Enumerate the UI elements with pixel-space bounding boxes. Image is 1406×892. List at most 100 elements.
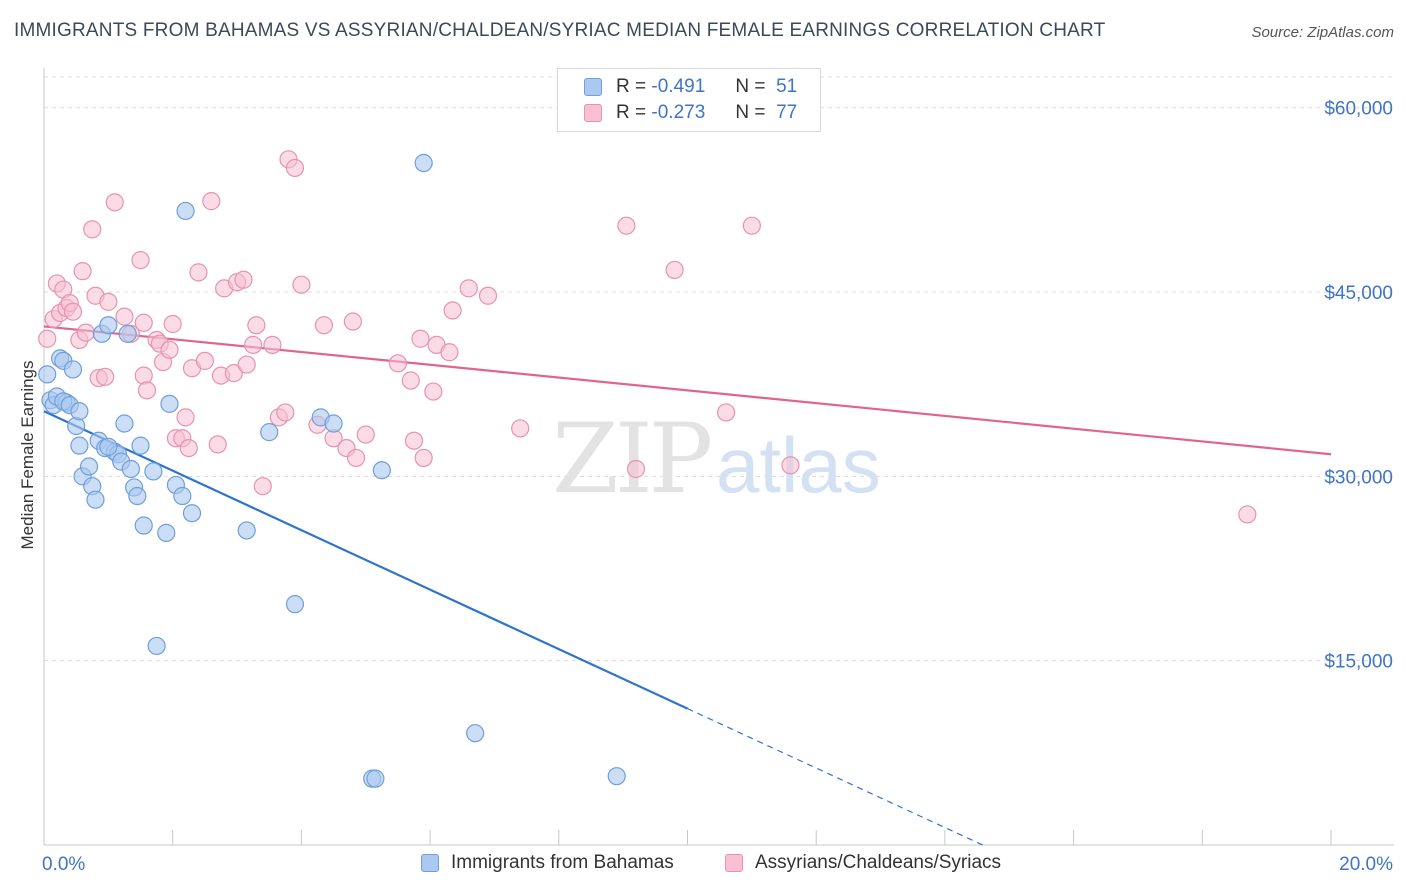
legend-r-label: R = (616, 76, 647, 97)
data-point-pink (424, 382, 443, 401)
data-point-pink (73, 262, 92, 281)
data-point-pink (208, 435, 227, 454)
data-point-pink (202, 192, 221, 211)
data-point-pink (263, 335, 282, 354)
data-point-blue (182, 504, 202, 523)
data-point-blue (324, 414, 343, 433)
bottom-legend-blue: Immigrants from Bahamas (421, 852, 674, 874)
data-point-blue (147, 636, 166, 656)
data-point-blue (366, 769, 385, 788)
data-point-pink (388, 354, 408, 373)
bottom-legend-pink: Assyrians/Chaldeans/Syriacs (725, 852, 1001, 874)
data-point-pink (224, 364, 243, 383)
data-point-blue (79, 457, 99, 476)
data-point-blue (134, 516, 153, 535)
data-point-blue (118, 324, 137, 343)
data-point-pink (253, 477, 272, 496)
data-point-pink (134, 366, 153, 385)
legend-row-pink: R = -0.273 N = 77 (584, 101, 797, 125)
data-point-blue (372, 461, 391, 480)
legend-r-value: -0.491 (651, 76, 706, 97)
legend-swatch-blue (584, 78, 602, 96)
y-axis-label: Median Female Earnings (18, 361, 37, 550)
data-point-pink (76, 323, 95, 342)
data-point-pink (617, 216, 636, 235)
trend-line-blue-extension (687, 708, 984, 846)
data-point-blue (70, 436, 89, 455)
data-point-pink (137, 381, 157, 400)
data-point-pink (179, 438, 198, 458)
y-tick-label: $45,000 (1324, 283, 1393, 304)
data-point-pink (195, 351, 214, 370)
data-point-pink (131, 250, 150, 270)
data-point-blue (67, 416, 86, 436)
watermark-zip: ZIP (552, 403, 711, 515)
data-point-pink (459, 279, 478, 298)
data-point-pink (404, 431, 424, 450)
x-tick-label: 20.0% (1339, 854, 1393, 875)
data-point-blue (38, 365, 57, 384)
data-point-pink (511, 419, 530, 438)
data-point-pink (115, 307, 134, 326)
data-point-pink (247, 316, 266, 335)
data-point-blue (131, 436, 150, 455)
data-point-pink (285, 158, 305, 178)
data-point-pink (314, 316, 334, 335)
y-tick-label: $15,000 (1324, 652, 1393, 673)
data-point-pink (343, 312, 362, 331)
data-point-pink (83, 220, 102, 239)
y-tick-label: $60,000 (1324, 99, 1393, 120)
data-point-pink (440, 343, 459, 362)
data-point-blue (237, 521, 256, 540)
trend-line-blue (43, 410, 688, 710)
legend-n-label: N = (735, 76, 766, 97)
data-point-pink (189, 263, 208, 282)
data-point-blue (115, 414, 134, 433)
legend-swatch-pink (584, 104, 602, 122)
data-point-pink (781, 456, 800, 475)
stats-legend: R = -0.491 N = 51 R = -0.273 N = 77 (557, 68, 821, 132)
y-tick-label: $30,000 (1324, 467, 1393, 488)
watermark: ZIP atlas (552, 403, 881, 515)
y-tick-labels: $15,000 $30,000 $45,000 $60,000 (1324, 99, 1393, 673)
data-point-pink (443, 301, 462, 320)
data-point-blue (414, 153, 433, 173)
data-point-blue (176, 201, 195, 221)
data-point-pink (38, 329, 57, 348)
data-point-blue (63, 360, 83, 379)
data-point-pink (401, 371, 420, 390)
data-point-blue (285, 595, 305, 614)
data-point-blue (466, 724, 485, 743)
data-point-pink (163, 314, 182, 334)
data-point-blue (160, 394, 179, 413)
data-point-pink (478, 286, 498, 305)
data-point-blue (99, 437, 118, 456)
axes (43, 68, 1394, 846)
legend-r-value: -0.273 (651, 102, 706, 123)
data-point-pink (665, 260, 684, 280)
data-point-pink (356, 425, 375, 444)
data-point-pink (160, 340, 179, 359)
data-point-pink (105, 193, 124, 212)
data-point-blue (86, 490, 105, 509)
x-tick-label: 0.0% (42, 854, 85, 875)
data-point-pink (292, 275, 311, 294)
series-pink-points (38, 150, 1257, 524)
data-point-pink (244, 335, 263, 354)
data-point-pink (99, 292, 118, 311)
data-point-blue (260, 423, 279, 442)
data-point-blue (157, 523, 176, 542)
data-point-blue (144, 462, 163, 481)
data-point-blue (121, 459, 140, 479)
data-point-pink (411, 329, 430, 348)
data-point-pink (742, 216, 761, 235)
data-point-blue (128, 486, 147, 506)
data-point-pink (63, 302, 83, 321)
legend-r-label: R = (616, 102, 647, 123)
legend-n-label: N = (735, 102, 766, 123)
data-point-pink (237, 355, 256, 374)
data-point-pink (626, 459, 646, 479)
chart-title: IMMIGRANTS FROM BAHAMAS VS ASSYRIAN/CHAL… (14, 20, 1106, 41)
data-point-blue (173, 486, 192, 506)
